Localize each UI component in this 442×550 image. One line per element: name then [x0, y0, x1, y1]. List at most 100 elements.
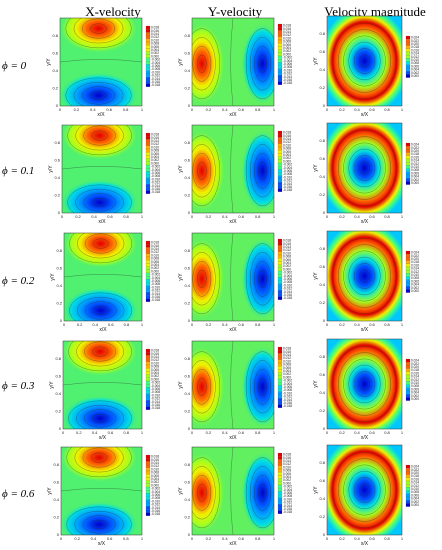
velocity-magnitude-panel-4-xtick: 0.8 [384, 536, 390, 541]
y-velocity-panel-3-xtick: 0.4 [222, 430, 228, 435]
x-velocity-legend-1-swatch [145, 180, 151, 185]
velocity-magnitude-panel-2-ytick: 0.8 [319, 246, 325, 251]
y-velocity-panel-4-xlabel: x/X [229, 541, 237, 547]
y-velocity-panel-1-xtick: 0.8 [255, 214, 261, 219]
velocity-magnitude-legend-4-swatch [405, 503, 411, 507]
y-velocity-panel-3-ytick: 0 [188, 426, 191, 431]
velocity-magnitude-panel-1-ytick: 0.2 [319, 192, 325, 197]
velocity-magnitude-legend-0-swatch [405, 64, 411, 69]
y-velocity-legend-0-swatch [277, 81, 283, 85]
x-velocity-legend-1-label: -0.016 [151, 187, 160, 191]
velocity-magnitude-legend-0-swatch [405, 74, 411, 78]
x-velocity-panel-3-xtick: 0.8 [123, 430, 129, 435]
y-velocity-legend-4-label: 0.006 [283, 472, 291, 476]
y-velocity-legend-0-label: 0.018 [283, 24, 291, 28]
y-velocity-panel-3 [192, 341, 274, 429]
y-velocity-panel-3-frame [191, 340, 275, 430]
velocity-magnitude-panel-2-xtick: 0.8 [384, 322, 390, 327]
y-velocity-legend-0-label: -0.016 [283, 78, 292, 82]
x-velocity-panel-1-ylabel: y/Y [48, 165, 54, 173]
y-velocity-legend-3-swatch [277, 378, 283, 383]
y-velocity-legend-4-label: -0.016 [283, 507, 292, 511]
x-velocity-legend-2-label: 0.018 [151, 241, 159, 245]
velocity-magnitude-legend-3-label: 0.010 [411, 381, 419, 385]
y-velocity-legend-3-swatch [277, 366, 283, 370]
x-velocity-legend-0-label: -0.004 [151, 61, 160, 65]
x-velocity-legend-2-swatch [145, 285, 151, 290]
x-velocity-legend-3-swatch [145, 355, 151, 359]
x-velocity-legend-0-label: -0.006 [151, 64, 160, 68]
x-velocity-legend-4-label: 0.006 [151, 474, 159, 478]
y-velocity-panel-0-xtick: 0.4 [222, 107, 228, 112]
x-velocity-panel-0-xtick: 1 [141, 107, 144, 112]
x-velocity-legend-4-swatch [145, 509, 151, 513]
x-velocity-legend-4-label: 0.018 [151, 455, 159, 459]
y-velocity-panel-1 [192, 125, 274, 213]
x-velocity-legend-4-swatch [145, 474, 151, 478]
x-velocity-legend-2-label: -0.008 [151, 282, 160, 286]
y-velocity-legend-4-label: -0.006 [283, 491, 292, 495]
x-velocity-legend-4-label: -0.012 [151, 503, 160, 507]
x-velocity-legend-0-label: 0.008 [151, 42, 159, 46]
y-velocity-legend-2-label: -0.004 [283, 274, 292, 278]
x-velocity-legend-4-label: -0.002 [151, 487, 160, 491]
velocity-magnitude-panel-4-frame [326, 444, 403, 536]
y-velocity-legend-4-label: 0.004 [283, 475, 291, 479]
x-velocity-legend-2-label: 0.010 [151, 253, 159, 257]
y-velocity-panel-2-ytick: 0.4 [184, 283, 190, 288]
y-velocity-panel-0-xtick: 0.6 [238, 107, 244, 112]
x-velocity-legend-0-label: -0.014 [151, 77, 160, 81]
x-velocity-legend-0-label: 0.004 [151, 48, 159, 52]
row-label-phi-0.6: ϕ = 0.6 [2, 488, 35, 500]
velocity-magnitude-legend-1-label: 0.000 [411, 181, 419, 185]
velocity-magnitude-legend-3-label: 0.018 [411, 368, 419, 372]
velocity-magnitude-legend-3-swatch [405, 397, 411, 401]
velocity-magnitude-legend-0-label: 0.010 [411, 58, 419, 62]
velocity-magnitude-legend-3-swatch [405, 390, 411, 395]
x-velocity-legend-3-label: 0.010 [151, 361, 159, 365]
x-velocity-legend-3-swatch [145, 348, 151, 353]
velocity-magnitude-legend-2-label: 0.024 [411, 251, 419, 255]
y-velocity-panel-2-xlabel: x/X [229, 327, 237, 333]
x-velocity-legend-4-label: -0.014 [151, 506, 160, 510]
y-velocity-legend-2-swatch [277, 293, 283, 297]
y-velocity-legend-2-label: 0.014 [283, 245, 291, 249]
velocity-magnitude-panel-1 [327, 123, 402, 213]
y-velocity-legend-2-swatch [277, 283, 283, 288]
velocity-magnitude-legend-2-label: 0.014 [411, 267, 419, 271]
y-velocity-legend-4-label: 0.000 [283, 481, 291, 485]
y-velocity-legend-1-label: 0.006 [283, 150, 291, 154]
velocity-magnitude-legend-1-swatch [405, 162, 411, 166]
y-velocity-legend-2-label: -0.014 [283, 290, 292, 294]
x-velocity-legend-2-swatch [145, 266, 151, 270]
velocity-magnitude-legend-1-label: 0.024 [411, 143, 419, 147]
y-velocity-panel-1-ytick: 0 [188, 210, 191, 215]
y-velocity-panel-4-xtick: 0.8 [255, 536, 261, 541]
x-velocity-legend-4-swatch [145, 461, 151, 465]
x-velocity-legend-0-label: -0.018 [151, 83, 160, 87]
y-velocity-legend-4-label: -0.008 [283, 494, 292, 498]
velocity-magnitude-legend-2-label: 0.018 [411, 260, 419, 264]
y-velocity-legend-2-swatch [277, 280, 283, 284]
x-velocity-legend-1-swatch [145, 161, 151, 166]
y-velocity-legend-2-swatch [277, 274, 283, 278]
x-velocity-legend-2-label: -0.004 [151, 276, 160, 280]
y-velocity-panel-1-ytick: 0.2 [184, 193, 190, 198]
velocity-magnitude-panel-3-xlabel: x/X [361, 435, 369, 441]
x-velocity-legend-3-swatch [145, 377, 151, 382]
x-velocity-legend-3-label: -0.002 [151, 381, 160, 385]
y-velocity-legend-1-label: -0.006 [283, 169, 292, 173]
y-velocity-legend-4-label: 0.002 [283, 478, 291, 482]
y-velocity-panel-3-xtick: 0.6 [238, 430, 244, 435]
velocity-magnitude-panel-1-xtick: 0 [326, 214, 329, 219]
x-velocity-panel-4-frame [60, 446, 143, 536]
x-velocity-legend-3-label: 0.006 [151, 368, 159, 372]
x-velocity-legend-0-swatch [145, 77, 151, 81]
velocity-magnitude-legend-3-swatch [405, 365, 411, 369]
velocity-magnitude-legend-4-label: 0.024 [411, 465, 419, 469]
x-velocity-legend-0-swatch [145, 32, 151, 36]
x-velocity-legend-1-label: 0.010 [151, 145, 159, 149]
y-velocity-legend-2-label: -0.002 [283, 271, 292, 275]
x-velocity-panel-3-xtick: 1 [141, 430, 144, 435]
